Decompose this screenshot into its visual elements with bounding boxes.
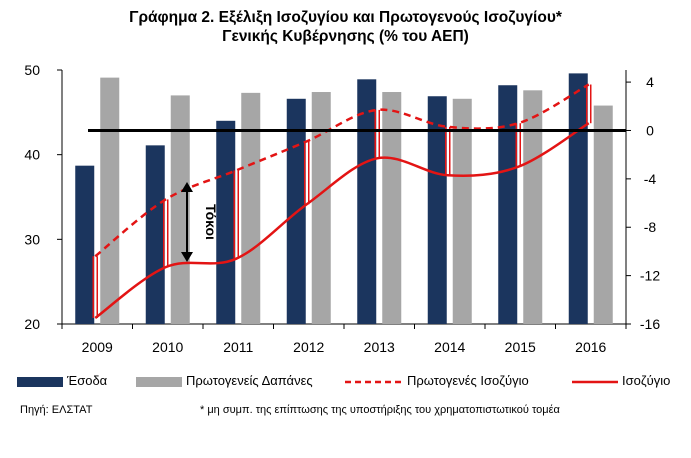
footnote: * μη συμπ. της επίπτωσης της υποστήριξης… <box>200 404 560 416</box>
bar-revenue <box>568 73 588 325</box>
right-tick-label: -8 <box>644 219 657 235</box>
line-balance <box>94 122 590 319</box>
chart-title: Γράφημα 2. Εξέλιξη Ισοζυγίου και Πρωτογε… <box>0 8 691 46</box>
left-tick-label: 20 <box>24 316 40 332</box>
interest-arrow-head-down <box>181 252 193 262</box>
right-tick-label: -12 <box>640 268 660 284</box>
left-tick-label: 40 <box>24 147 40 163</box>
x-tick-label: 2011 <box>223 339 253 355</box>
chart-title-line1: Γράφημα 2. Εξέλιξη Ισοζυγίου και Πρωτογε… <box>129 9 562 26</box>
bar-revenue <box>145 145 165 324</box>
legend-swatch-primary-balance <box>345 380 403 384</box>
source-note: Πηγή: ΕΛΣΤΑΤ <box>20 404 93 416</box>
right-tick-label: 4 <box>646 74 654 90</box>
right-tick-label: 0 <box>646 122 654 138</box>
bars-layer <box>75 73 613 325</box>
x-tick-label: 2015 <box>505 339 536 355</box>
legend-swatch-balance <box>572 380 618 384</box>
bar-primary-spending <box>452 98 472 324</box>
left-tick-label: 50 <box>24 62 40 78</box>
bar-primary-spending <box>170 95 190 325</box>
interest-arrow-head-up <box>181 182 193 192</box>
bar-revenue <box>357 79 377 325</box>
bar-primary-spending <box>523 90 543 324</box>
legend-label-primary-balance: Πρωτογενές Ισοζύγιο <box>407 373 529 388</box>
legend-label-balance: Ισοζύγιο <box>622 373 671 388</box>
chart-title-line2: Γενικής Κυβέρνησης (% του ΑΕΠ) <box>222 28 469 45</box>
x-tick-label: 2012 <box>293 339 324 355</box>
right-tick-label: -16 <box>640 316 660 332</box>
x-tick-label: 2009 <box>82 339 113 355</box>
x-tick-label: 2013 <box>364 339 395 355</box>
annotation-layer: Τόκοι <box>181 182 219 262</box>
legend-swatch-primary-spending <box>136 377 182 387</box>
legend-label-primary-spending: Πρωτογενείς Δαπάνες <box>186 373 313 388</box>
x-axis: 2009 2010 2011 2012 2013 2014 2015 2016 <box>61 323 627 355</box>
bar-revenue <box>498 85 518 325</box>
x-tick-label: 2014 <box>434 339 465 355</box>
interest-connectors <box>92 84 592 318</box>
x-tick-label: 2016 <box>575 339 606 355</box>
bar-primary-spending <box>593 105 613 324</box>
bar-primary-spending <box>382 92 402 324</box>
interest-annotation-label: Τόκοι <box>203 204 219 240</box>
left-axis: 20 30 40 50 <box>24 62 63 332</box>
bar-primary-spending <box>100 77 120 325</box>
legend-swatch-revenue <box>17 377 63 387</box>
right-tick-label: -4 <box>644 171 657 187</box>
legend-label-revenue: Έσοδα <box>67 373 108 388</box>
bar-revenue <box>427 96 447 324</box>
bar-revenue <box>75 165 95 324</box>
bar-primary-spending <box>311 92 331 324</box>
left-tick-label: 30 <box>24 231 40 247</box>
lines-layer <box>94 83 590 319</box>
right-axis: -16 -12 -8 -4 0 4 <box>625 70 660 332</box>
bar-primary-spending <box>241 92 261 324</box>
x-tick-label: 2010 <box>152 339 183 355</box>
